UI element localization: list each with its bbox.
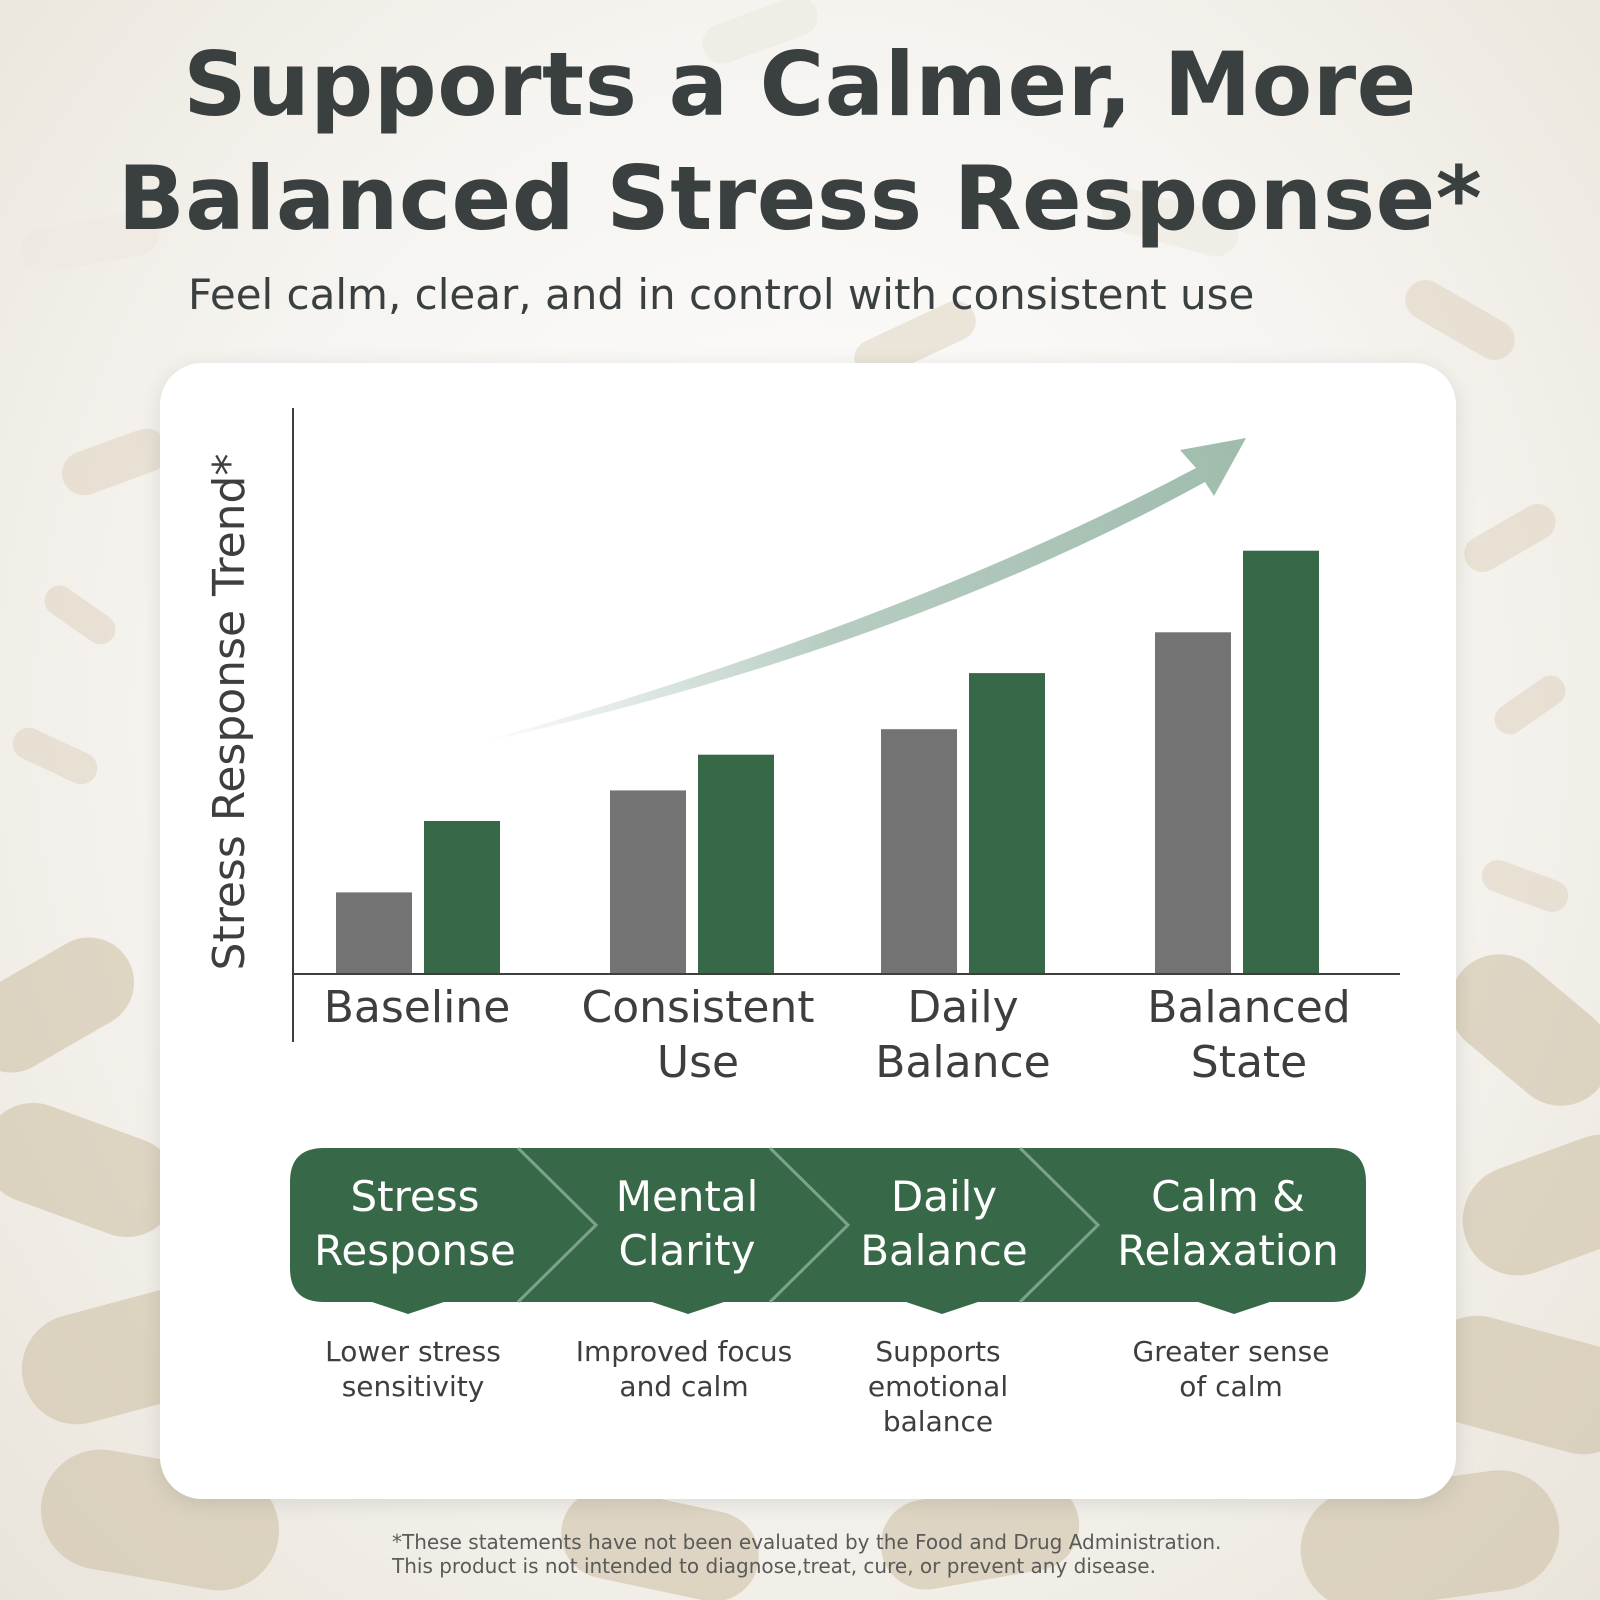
step-title-line: Stress: [350, 1172, 480, 1221]
step-description-line: balance: [882, 1405, 994, 1438]
bar-green-2: [698, 754, 774, 974]
disclaimer-line-2: This product is not intended to diagnose…: [392, 1554, 1156, 1578]
step-chevron-1: [516, 1146, 599, 1304]
x-tick-label-line: Balance: [875, 1037, 1051, 1088]
bar-gray-1: [336, 892, 412, 974]
step-title-2: Mental Clarity: [557, 1170, 817, 1278]
x-tick-label-line: Consistent: [581, 982, 815, 1033]
x-tick-label-2: Consistent Use: [558, 980, 838, 1090]
step-description-line: of calm: [1179, 1370, 1283, 1403]
step-description-line: Greater sense: [1132, 1335, 1330, 1368]
fda-disclaimer: *These statements have not been evaluate…: [392, 1530, 1292, 1578]
bar-green-1: [424, 821, 500, 974]
step-description-4: Greater sense of calm: [1101, 1334, 1361, 1404]
x-tick-label-1: Baseline: [277, 980, 557, 1035]
step-description-2: Improved focus and calm: [554, 1334, 814, 1404]
bar-green-4: [1243, 550, 1319, 974]
step-description-1: Lower stress sensitivity: [283, 1334, 543, 1404]
x-tick-label-4: Balanced State: [1109, 980, 1389, 1090]
x-tick-label-line: State: [1190, 1037, 1308, 1088]
step-title-line: Clarity: [618, 1226, 756, 1275]
step-chevrons: [516, 1146, 1101, 1304]
bar-green-3: [969, 673, 1045, 974]
step-title-line: Balance: [860, 1226, 1028, 1275]
step-title-4: Calm & Relaxation: [1098, 1170, 1358, 1278]
step-title-line: Relaxation: [1117, 1226, 1339, 1275]
step-description-line: Improved focus: [575, 1335, 793, 1368]
disclaimer-line-1: *These statements have not been evaluate…: [392, 1530, 1222, 1554]
bars: [336, 550, 1319, 974]
x-tick-label-line: Baseline: [323, 982, 511, 1033]
step-description-line: sensitivity: [341, 1370, 485, 1403]
step-title-line: Mental: [615, 1172, 759, 1221]
step-chevron-3: [1018, 1146, 1101, 1304]
x-tick-label-line: Use: [656, 1037, 740, 1088]
headline-line-2: Balanced Stress Response*: [117, 147, 1483, 250]
step-title-3: Daily Balance: [814, 1170, 1074, 1278]
step-title-line: Calm &: [1151, 1172, 1305, 1221]
step-description-3: Supports emotional balance: [808, 1334, 1068, 1439]
headline: Supports a Calmer, More Balanced Stress …: [0, 28, 1600, 256]
bar-gray-2: [610, 790, 686, 974]
bar-gray-3: [881, 729, 957, 974]
x-tick-label-3: Daily Balance: [823, 980, 1103, 1090]
bar-gray-4: [1155, 632, 1231, 974]
step-description-line: and calm: [619, 1370, 749, 1403]
x-tick-label-line: Daily: [907, 982, 1019, 1033]
step-description-line: emotional: [867, 1370, 1009, 1403]
step-title-line: Response: [314, 1226, 516, 1275]
step-title-1: Stress Response: [285, 1170, 545, 1278]
subtitle: Feel calm, clear, and in control with co…: [188, 270, 1255, 319]
step-description-line: Lower stress: [325, 1335, 501, 1368]
step-chevron-2: [768, 1146, 851, 1304]
headline-line-1: Supports a Calmer, More: [183, 33, 1417, 136]
step-description-line: Supports: [875, 1335, 1001, 1368]
step-title-line: Daily: [890, 1172, 998, 1221]
x-tick-label-line: Balanced: [1147, 982, 1351, 1033]
